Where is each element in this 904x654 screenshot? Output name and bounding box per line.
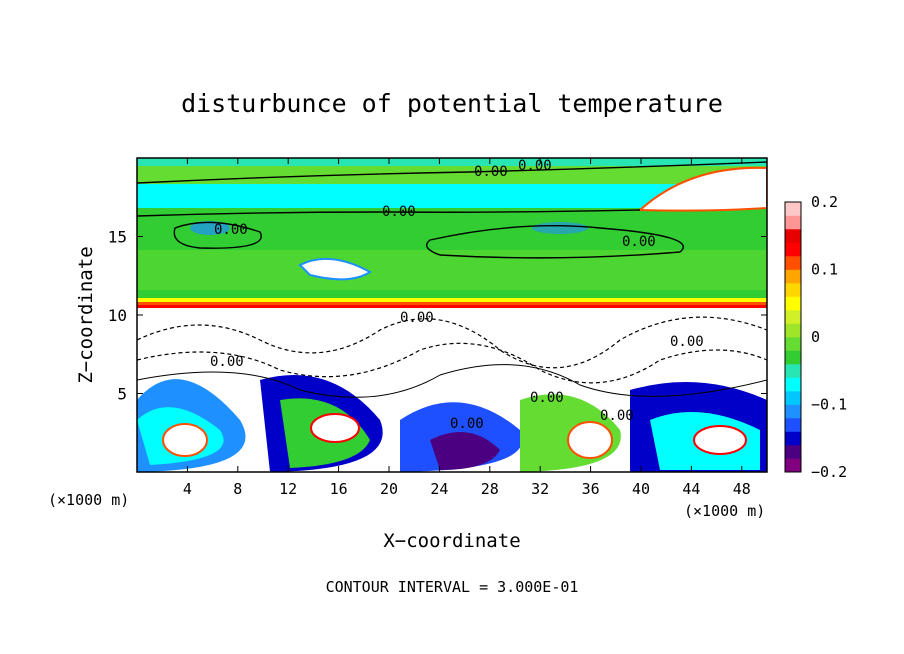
colorbar-swatch [785, 256, 801, 270]
contour-label: 0.00 [400, 310, 434, 326]
contour-interval-note: CONTOUR INTERVAL = 3.000E-01 [326, 578, 579, 596]
chart-title: disturbunce of potential temperature [181, 89, 723, 118]
colorbar-swatch [785, 283, 801, 297]
field-band-red [137, 305, 767, 308]
y-tick-label: 5 [117, 385, 127, 404]
field-lower-white-eddy-5 [693, 425, 747, 455]
y-tick-label: 10 [108, 306, 127, 325]
contour-mixing-layer-3 [137, 364, 767, 398]
x-tick-label: 16 [330, 480, 348, 498]
contour-line-mid-blob [426, 225, 685, 259]
colorbar-swatch [785, 337, 801, 351]
colorbar-swatch [785, 310, 801, 324]
contour-label: 0.00 [622, 234, 656, 250]
x-tick-label: 48 [733, 480, 751, 498]
contour-mixing-layer [137, 316, 767, 369]
field-lower-white-eddy-2 [310, 413, 360, 443]
field-band-light-green [137, 250, 767, 290]
colorbar-swatch [785, 269, 801, 284]
field-lower-white-eddy-1 [162, 423, 208, 457]
colorbar-swatch [785, 242, 801, 257]
x-tick-label: 20 [380, 480, 398, 498]
colorbar-swatch [785, 323, 801, 338]
contour-mixing-layer-2 [137, 342, 767, 384]
y-axis-label: Z−coordinate [75, 246, 97, 383]
contour-label: 0.00 [210, 354, 244, 370]
colorbar-tick-label: 0.1 [811, 261, 838, 279]
contour-label: 0.00 [450, 416, 484, 432]
x-axis: 4 8 12 16 20 24 28 32 36 40 44 48 [183, 158, 751, 498]
colorbar-tick-label: −0.2 [811, 463, 847, 481]
x-tick-label: 44 [682, 480, 700, 498]
y-tick-label: 15 [108, 228, 127, 247]
colorbar-tick-label: 0.2 [811, 193, 838, 211]
colorbar: 0.2 0.1 0 −0.1 −0.2 [784, 193, 847, 481]
x-tick-label: 24 [430, 480, 448, 498]
contour-label: 0.00 [530, 390, 564, 406]
contour-line-left-blob [173, 221, 262, 249]
contour-labels: 0.00 0.00 0.00 0.00 0.00 0.00 0.00 0.00 … [210, 158, 704, 432]
x-tick-label: 28 [481, 480, 499, 498]
field-lower-purple-swirl-3 [430, 432, 500, 470]
contour-label: 0.00 [382, 204, 416, 220]
x-tick-label: 40 [632, 480, 650, 498]
colorbar-swatch [785, 391, 801, 405]
contour-label: 0.00 [600, 408, 634, 424]
colorbar-swatch [785, 350, 801, 365]
x-tick-label: 4 [183, 480, 192, 498]
contour-line-upper [137, 209, 641, 217]
x-unit-left: (×1000 m) [48, 491, 129, 509]
plot-area [136, 157, 768, 473]
field-patch-blue-left [190, 221, 230, 235]
field-band-orange [137, 302, 767, 305]
field-band-green-upper [137, 166, 767, 184]
x-tick-label: 32 [531, 480, 549, 498]
colorbar-tick-label: −0.1 [811, 396, 847, 414]
x-axis-label: X−coordinate [383, 530, 520, 552]
colorbar-swatch [785, 215, 801, 230]
colorbar-swatch [785, 418, 801, 432]
field-patch-upper-cloud [298, 257, 372, 281]
field-lower-white-eddy-4 [567, 421, 613, 459]
colorbar-swatch [785, 364, 801, 378]
contour-label: 0.00 [670, 334, 704, 350]
field-patch-top-right [637, 166, 767, 212]
x-tick-label: 8 [233, 480, 242, 498]
colorbar-swatch [785, 445, 801, 459]
field-band-yellow [137, 298, 767, 302]
y-axis: 5 10 15 [108, 228, 767, 404]
contour-label: 0.00 [214, 222, 248, 238]
colorbar-swatch [785, 229, 801, 243]
colorbar-swatch [785, 458, 801, 473]
colorbar-swatch [785, 404, 801, 419]
x-unit-right: (×1000 m) [684, 502, 765, 520]
x-tick-label: 36 [582, 480, 600, 498]
x-tick-label: 12 [279, 480, 297, 498]
contour-line-top [137, 161, 767, 184]
colorbar-swatch [785, 431, 801, 446]
colorbar-swatch [785, 202, 801, 216]
colorbar-tick-label: 0 [811, 328, 820, 346]
contour-label: 0.00 [474, 164, 508, 180]
contour-label: 0.00 [518, 158, 552, 174]
colorbar-swatch [785, 377, 801, 392]
field-patch-blue-mid [532, 222, 588, 234]
field-band-top [137, 158, 767, 166]
colorbar-swatch [785, 296, 801, 311]
colorbar-frame [784, 201, 802, 473]
